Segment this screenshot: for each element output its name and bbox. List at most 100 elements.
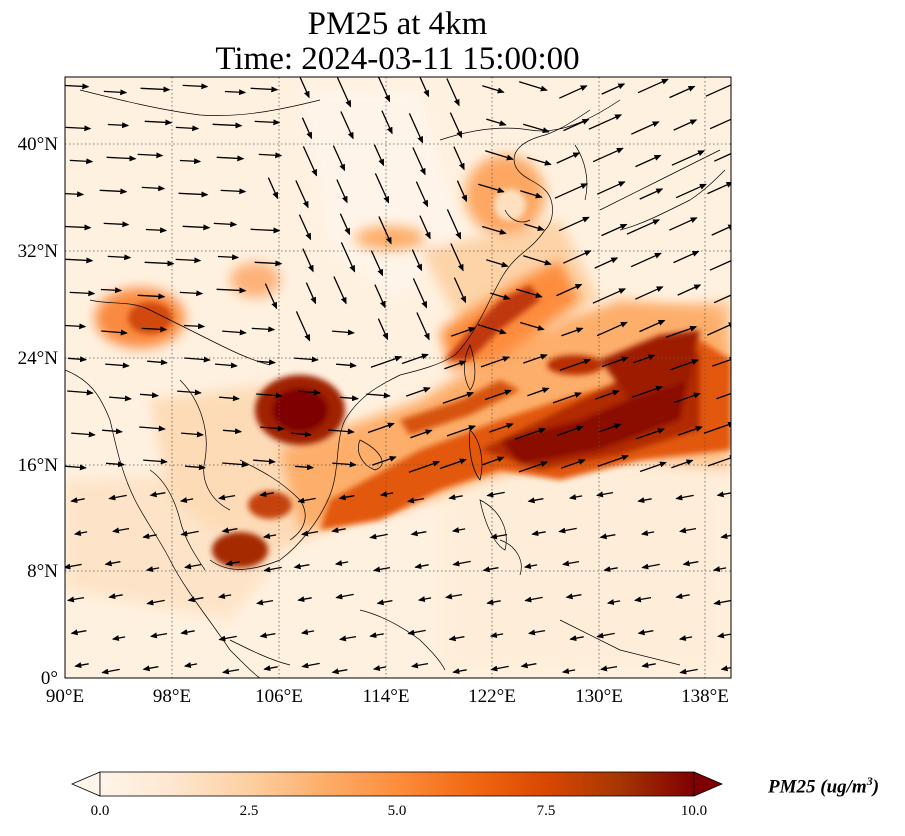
wind-arrow: [302, 146, 318, 177]
wind-arrow: [446, 425, 476, 437]
wind-arrow: [594, 257, 619, 269]
lat-tick-label: 16°N: [18, 455, 59, 476]
wind-arrow: [552, 392, 582, 404]
wind-arrow: [677, 284, 702, 296]
wind-arrow: [558, 216, 590, 232]
wind-arrow: [450, 243, 464, 272]
wind-arrow: [258, 152, 283, 159]
wind-arrow: [482, 85, 505, 94]
wind-arrow: [336, 362, 357, 369]
wind-arrow: [222, 329, 247, 336]
wind-arrow: [637, 78, 669, 94]
wind-arrow: [259, 491, 274, 498]
wind-arrow: [139, 392, 159, 399]
colorbar-field-name: PM25: [768, 776, 816, 798]
wind-arrow: [305, 282, 317, 305]
wind-arrow: [714, 152, 731, 162]
wind-arrow: [339, 395, 359, 402]
wind-arrow: [187, 596, 204, 603]
wind-arrow: [442, 391, 475, 404]
wind-arrow: [111, 635, 126, 641]
wind-arrow: [603, 566, 618, 573]
wind-arrow: [486, 259, 509, 268]
wind-arrow: [297, 497, 316, 504]
wind-arrow: [222, 428, 242, 435]
wind-arrow: [182, 83, 209, 90]
plot-frame: [64, 76, 732, 679]
wind-arrow: [137, 293, 166, 300]
wind-arrow: [490, 533, 508, 540]
wind-arrow: [217, 593, 232, 599]
wind-arrow: [592, 147, 624, 163]
wind-arrow: [328, 428, 355, 435]
wind-arrow: [331, 527, 346, 534]
wind-arrow: [291, 431, 312, 438]
wind-arrow: [101, 668, 120, 675]
wind-arrow: [631, 385, 664, 398]
wind-arrow: [219, 395, 240, 402]
wind-arrow: [142, 665, 159, 672]
wind-arrow: [640, 530, 655, 536]
wind-arrow: [301, 662, 320, 669]
wind-arrow: [411, 249, 423, 272]
wind-arrow: [713, 294, 731, 304]
wind-arrow: [216, 287, 247, 294]
wind-arrow: [444, 360, 467, 370]
wind-arrow: [717, 632, 731, 639]
wind-arrow: [220, 188, 247, 195]
wind-arrow: [366, 392, 391, 399]
wind-arrow: [720, 665, 731, 672]
wind-arrow: [150, 632, 168, 639]
wind-arrow: [147, 359, 168, 366]
wind-arrow: [182, 224, 211, 231]
wind-arrow: [523, 123, 550, 133]
wind-arrow: [606, 599, 621, 605]
wind-arrow: [556, 152, 581, 164]
wind-arrow: [251, 326, 276, 333]
wind-arrow: [175, 257, 202, 264]
wind-arrow: [378, 216, 392, 245]
wind-arrow: [408, 113, 424, 144]
wind-arrow: [556, 283, 583, 297]
wind-arrow: [338, 494, 355, 501]
wind-arrow: [482, 566, 499, 573]
wind-arrow: [679, 527, 697, 534]
wind-arrow: [416, 312, 430, 341]
wind-arrow: [682, 560, 699, 567]
wind-arrow: [374, 173, 390, 204]
colorbar-tick-label: 0.0: [91, 803, 110, 819]
wind-arrow: [675, 593, 690, 600]
wind-arrow: [372, 665, 387, 671]
wind-arrow: [531, 530, 546, 537]
wind-arrow: [179, 497, 194, 503]
wind-arrow: [673, 119, 698, 131]
wind-arrow: [415, 181, 429, 208]
wind-arrow: [559, 358, 592, 371]
wind-arrow: [631, 121, 660, 135]
wind-arrow: [141, 326, 168, 333]
wind-arrow: [407, 629, 426, 636]
wind-arrow: [298, 214, 312, 241]
wind-arrow: [679, 668, 698, 675]
wind-arrow: [490, 292, 511, 301]
wind-arrow: [175, 125, 200, 132]
wind-arrow: [716, 491, 731, 498]
wind-arrow: [371, 456, 397, 466]
wind-arrow: [180, 629, 195, 636]
wind-arrow: [713, 599, 731, 606]
wind-arrow: [677, 426, 703, 436]
wind-arrow: [254, 260, 283, 267]
wind-arrow: [253, 458, 276, 465]
wind-arrow: [563, 118, 590, 132]
wind-arrow: [225, 560, 240, 567]
wind-arrow: [250, 227, 281, 234]
wind-arrow: [339, 635, 357, 642]
wind-arrow: [716, 390, 731, 400]
wind-arrow: [99, 188, 128, 195]
wind-arrow: [665, 325, 698, 338]
wind-arrow: [596, 491, 614, 498]
wind-arrow: [259, 632, 276, 639]
wind-arrow: [369, 533, 388, 540]
lon-tick-label: 114°E: [363, 686, 410, 707]
wind-arrow: [520, 662, 537, 669]
